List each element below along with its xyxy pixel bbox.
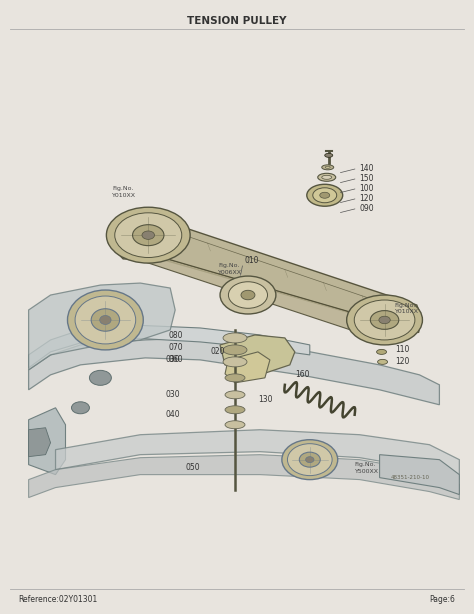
Ellipse shape (223, 357, 247, 367)
Text: TENSION PULLEY: TENSION PULLEY (187, 15, 287, 26)
Ellipse shape (220, 276, 276, 314)
Ellipse shape (370, 311, 399, 329)
Ellipse shape (307, 184, 343, 206)
Ellipse shape (223, 345, 247, 355)
Text: 130: 130 (258, 395, 273, 404)
Text: 100: 100 (360, 184, 374, 193)
Ellipse shape (306, 457, 314, 462)
Polygon shape (28, 283, 175, 370)
Polygon shape (28, 408, 65, 475)
Text: 050: 050 (185, 463, 200, 472)
Ellipse shape (325, 154, 333, 157)
Text: 070: 070 (168, 343, 183, 352)
Text: Reference:02Y01301: Reference:02Y01301 (18, 595, 98, 604)
Ellipse shape (322, 176, 332, 179)
Polygon shape (115, 249, 403, 340)
Ellipse shape (320, 192, 330, 198)
Ellipse shape (313, 188, 337, 203)
Ellipse shape (91, 309, 119, 331)
Text: Fig.No.: Fig.No. (355, 462, 376, 467)
Ellipse shape (106, 208, 190, 263)
Ellipse shape (115, 213, 182, 257)
Text: 030: 030 (165, 356, 180, 364)
Text: 020: 020 (210, 348, 225, 356)
Polygon shape (220, 335, 295, 375)
Ellipse shape (354, 300, 415, 340)
Ellipse shape (282, 440, 337, 480)
Text: 120: 120 (395, 357, 410, 367)
Ellipse shape (318, 173, 336, 181)
Text: Y010XX: Y010XX (394, 309, 419, 314)
Ellipse shape (225, 374, 245, 382)
Ellipse shape (287, 444, 332, 476)
Text: 060: 060 (168, 356, 183, 364)
Text: Y500XX: Y500XX (355, 469, 379, 474)
Text: 090: 090 (360, 204, 374, 212)
Polygon shape (28, 338, 439, 405)
Ellipse shape (142, 231, 155, 239)
Text: Fig.No.: Fig.No. (394, 303, 416, 308)
Ellipse shape (228, 282, 267, 308)
Text: 150: 150 (360, 174, 374, 183)
Ellipse shape (133, 225, 164, 246)
Ellipse shape (378, 359, 388, 364)
Polygon shape (109, 211, 420, 332)
Ellipse shape (67, 290, 143, 350)
Ellipse shape (241, 290, 255, 300)
Polygon shape (28, 428, 51, 457)
Polygon shape (55, 430, 459, 480)
Ellipse shape (376, 349, 387, 354)
Ellipse shape (225, 406, 245, 414)
Text: 040: 040 (165, 410, 180, 419)
Ellipse shape (325, 166, 330, 168)
Text: 48351-210-10: 48351-210-10 (391, 475, 429, 480)
Text: Y010XX: Y010XX (112, 193, 137, 198)
Polygon shape (225, 352, 270, 383)
Ellipse shape (379, 316, 390, 324)
Ellipse shape (225, 391, 245, 398)
Text: 030: 030 (165, 391, 180, 399)
Ellipse shape (100, 316, 111, 324)
Text: Y006XX: Y006XX (218, 270, 242, 274)
Ellipse shape (225, 421, 245, 429)
Ellipse shape (72, 402, 90, 414)
Ellipse shape (322, 165, 334, 170)
Text: Page:6: Page:6 (429, 595, 456, 604)
Polygon shape (28, 454, 459, 500)
Ellipse shape (223, 333, 247, 343)
Text: 010: 010 (245, 255, 259, 265)
Text: 080: 080 (168, 332, 182, 340)
Text: 140: 140 (360, 164, 374, 173)
Ellipse shape (346, 295, 422, 345)
Text: 110: 110 (395, 346, 410, 354)
Ellipse shape (90, 370, 111, 386)
Polygon shape (380, 454, 459, 494)
Text: 120: 120 (360, 194, 374, 203)
Text: Fig.No.: Fig.No. (218, 263, 239, 268)
Text: Fig.No.: Fig.No. (112, 186, 134, 191)
Polygon shape (28, 325, 310, 368)
Text: 160: 160 (295, 370, 310, 379)
Ellipse shape (299, 452, 320, 467)
Ellipse shape (75, 296, 136, 344)
